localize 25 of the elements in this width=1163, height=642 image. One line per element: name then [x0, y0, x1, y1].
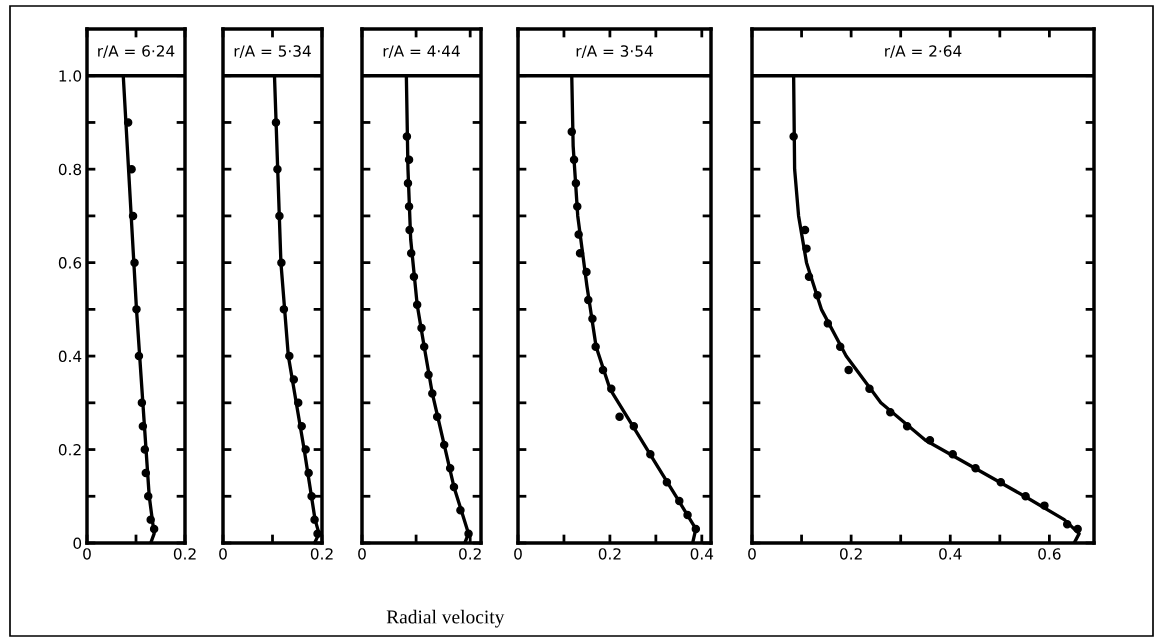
x-tick-label: 0 [748, 548, 756, 560]
x-tick-label: 0.6 [1038, 548, 1061, 560]
x-tick-label: 0.2 [173, 548, 196, 560]
y-tick-label: 0.2 [58, 444, 81, 456]
y-tick-label: 0.8 [58, 163, 82, 176]
x-tick-label: 0 [219, 548, 227, 560]
x-axis-title: Radial velocity [386, 609, 505, 628]
x-tick-label: 0.2 [310, 548, 333, 560]
text: r/A = 2·64 [885, 45, 962, 58]
text: r/A = 3·54 [576, 45, 653, 58]
y-tick-label: 0.6 [58, 257, 82, 269]
y-tick-label: 0 [73, 537, 82, 550]
text: r/A = 4·44 [383, 45, 460, 58]
x-tick-label: 0.2 [598, 548, 621, 560]
x-tick-label: 0.4 [690, 548, 714, 560]
x-tick-label: 0 [83, 548, 91, 560]
text: r/A = 5·34 [234, 45, 311, 58]
y-tick-label: 0.4 [58, 350, 82, 363]
x-tick-label: 0.4 [939, 548, 962, 560]
x-tick-label: 0 [358, 548, 366, 560]
x-tick-label: 0 [514, 548, 522, 560]
y-tick-label: 1.0 [59, 70, 82, 82]
text: r/A = 6·24 [98, 45, 175, 58]
x-tick-label: 0.2 [459, 548, 481, 560]
x-tick-label: 0.2 [839, 548, 862, 560]
